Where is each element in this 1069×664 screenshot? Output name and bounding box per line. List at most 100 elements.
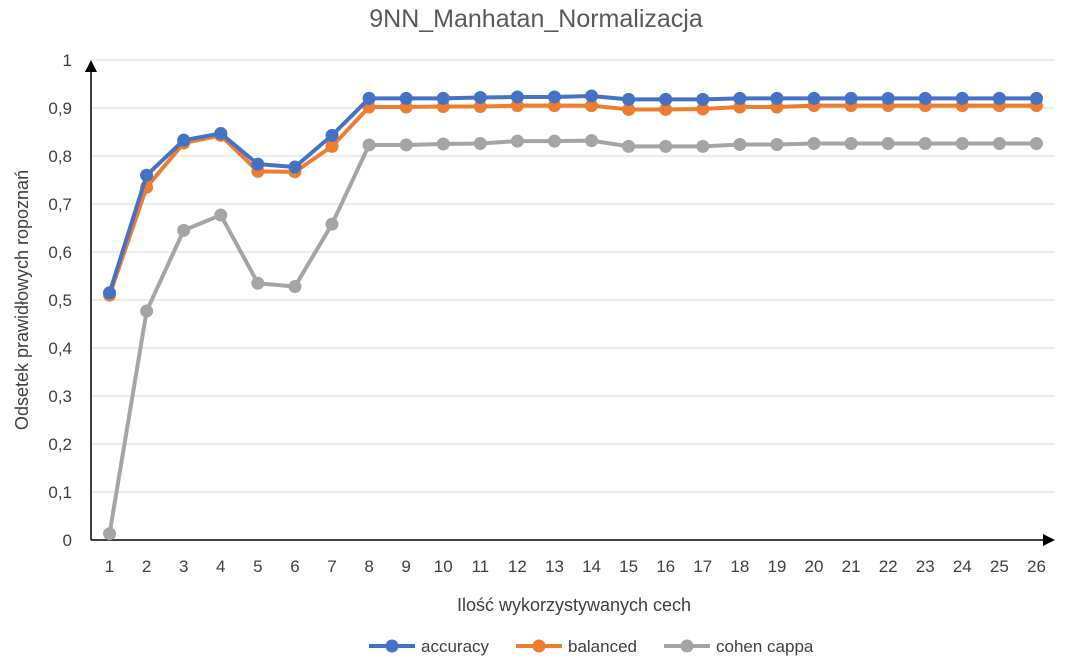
data-point — [844, 137, 858, 151]
data-point — [288, 160, 302, 174]
data-point — [696, 92, 710, 106]
y-tick-label: 0,9 — [48, 99, 72, 118]
data-point — [696, 139, 710, 153]
y-tick-label: 1 — [63, 51, 72, 70]
gridlines — [91, 59, 1055, 493]
data-point — [177, 223, 191, 237]
data-point — [325, 217, 339, 231]
x-tick-label: 2 — [142, 557, 151, 576]
y-tick-label: 0 — [63, 531, 72, 550]
x-tick-label: 1 — [105, 557, 114, 576]
y-axis-arrow — [85, 60, 97, 72]
y-tick-labels: 0 0,1 0,2 0,3 0,4 0,5 0,6 0,7 0,8 0,9 1 — [48, 51, 72, 550]
x-tick-label: 13 — [545, 557, 564, 576]
data-point — [473, 90, 487, 104]
x-tick-label: 21 — [842, 557, 861, 576]
legend-swatch-marker — [385, 639, 399, 653]
data-point — [288, 280, 302, 294]
chart-title: 9NN_Manhatan_Normalizacja — [369, 5, 703, 33]
legend: accuracy balanced cohen cappa — [369, 637, 814, 656]
data-point — [473, 137, 487, 151]
x-tick-label: 5 — [253, 557, 262, 576]
legend-item-cohen-cappa: cohen cappa — [664, 637, 814, 656]
y-tick-label: 0,6 — [48, 243, 72, 262]
data-point — [1029, 91, 1043, 105]
x-tick-label: 12 — [508, 557, 527, 576]
x-tick-label: 26 — [1027, 557, 1046, 576]
data-point — [140, 304, 154, 318]
x-tick-label: 11 — [471, 557, 489, 576]
x-tick-label: 19 — [767, 557, 786, 576]
y-tick-label: 0,3 — [48, 387, 72, 406]
x-tick-label: 15 — [619, 557, 638, 576]
data-point — [659, 102, 673, 116]
x-tick-label: 10 — [434, 557, 453, 576]
data-point — [547, 134, 561, 148]
legend-label: accuracy — [421, 637, 490, 656]
x-tick-label: 8 — [364, 557, 373, 576]
data-point — [585, 89, 599, 103]
data-point — [918, 91, 932, 105]
y-tick-label: 0,2 — [48, 435, 72, 454]
data-point — [585, 99, 599, 113]
data-point — [399, 91, 413, 105]
x-tick-label: 20 — [805, 557, 824, 576]
data-point — [844, 91, 858, 105]
data-point — [214, 208, 228, 222]
data-point — [585, 134, 599, 148]
x-tick-label: 18 — [730, 557, 749, 576]
data-point — [362, 138, 376, 152]
y-tick-label: 0,8 — [48, 147, 72, 166]
x-tick-labels: 1 2 3 4 5 6 7 8 9 10 11 12 13 14 15 16 17 18 19 20 21 22 23 24 2… — [105, 557, 1046, 576]
data-point — [881, 137, 895, 151]
data-point — [918, 137, 932, 151]
x-tick-label: 24 — [953, 557, 972, 576]
series-accuracy — [103, 89, 1043, 300]
data-point — [325, 139, 339, 153]
data-point — [659, 139, 673, 153]
legend-swatch-marker — [532, 639, 546, 653]
x-tick-label: 9 — [401, 557, 410, 576]
series-group — [103, 89, 1043, 541]
y-tick-label: 0,7 — [48, 195, 72, 214]
data-point — [770, 137, 784, 151]
x-axis-label: Ilość wykorzystywanych cech — [457, 595, 691, 615]
data-point — [622, 102, 636, 116]
data-point — [473, 100, 487, 114]
x-tick-label: 4 — [216, 557, 225, 576]
legend-item-balanced: balanced — [516, 637, 637, 656]
data-point — [1029, 137, 1043, 151]
data-point — [547, 90, 561, 104]
data-point — [955, 91, 969, 105]
legend-item-accuracy: accuracy — [369, 637, 490, 656]
data-point — [510, 90, 524, 104]
data-point — [733, 91, 747, 105]
y-tick-label: 0,4 — [48, 339, 72, 358]
data-point — [436, 137, 450, 151]
data-point — [807, 137, 821, 151]
data-point — [399, 138, 413, 152]
y-tick-label: 0,1 — [48, 483, 72, 502]
data-point — [325, 128, 339, 142]
data-point — [362, 91, 376, 105]
x-tick-label: 17 — [693, 557, 712, 576]
data-point — [103, 527, 117, 541]
data-point — [140, 168, 154, 182]
data-point — [103, 286, 117, 300]
x-tick-label: 14 — [582, 557, 601, 576]
data-point — [436, 91, 450, 105]
series-balanced — [103, 99, 1043, 302]
data-point — [696, 102, 710, 116]
data-point — [214, 126, 228, 140]
data-point — [622, 92, 636, 106]
x-tick-label: 25 — [990, 557, 1009, 576]
data-point — [251, 157, 265, 171]
x-tick-label: 23 — [916, 557, 935, 576]
y-axis-label: Odsetek prawidłowych ropoznań — [12, 170, 32, 430]
x-tick-label: 7 — [327, 557, 336, 576]
axes — [85, 60, 1055, 546]
x-axis-arrow — [1043, 534, 1055, 546]
legend-label: balanced — [568, 637, 637, 656]
